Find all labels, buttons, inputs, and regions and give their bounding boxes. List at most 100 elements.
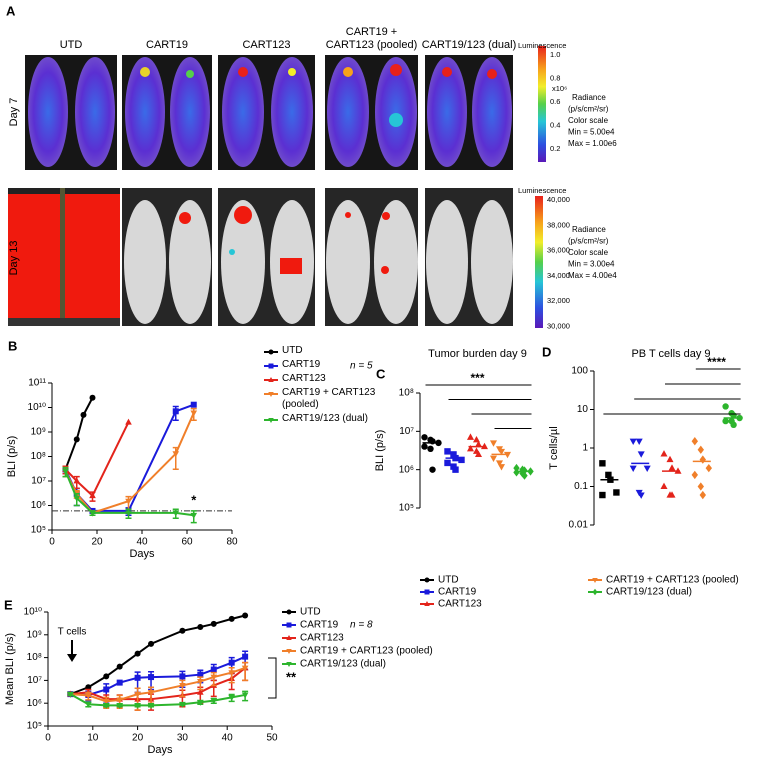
- y-tick-label: 10¹⁰: [28, 402, 46, 413]
- marker: [197, 671, 204, 678]
- legend-label-box: CART19: [282, 359, 320, 370]
- scale-caption: Max = 4.00e4: [568, 271, 617, 280]
- legend-label-box: CART123: [282, 373, 326, 384]
- marker: [125, 418, 132, 425]
- legend-label: UTD: [282, 345, 303, 356]
- column-header-box: CART19 + CART123 (pooled): [326, 26, 418, 51]
- marker: [452, 466, 459, 473]
- marker: [668, 464, 676, 471]
- x-axis-label: Days: [147, 744, 173, 756]
- y-tick-label: 10: [577, 404, 589, 415]
- scale-caption: Radiance: [572, 225, 606, 234]
- marker: [660, 482, 668, 490]
- legend-marker: [592, 578, 598, 583]
- legend-label-box: UTD: [282, 345, 303, 356]
- scale-multiplier: x10⁶: [552, 84, 567, 93]
- scale-tick: 0.2: [550, 144, 560, 153]
- marker: [668, 491, 676, 498]
- marker: [599, 460, 606, 467]
- day13-images: [8, 188, 513, 326]
- scale-tick: 34,000: [547, 271, 570, 280]
- legend-label: CART19 + CART123 (pooled): [606, 575, 739, 586]
- y-tick-label: 10¹¹: [28, 378, 46, 389]
- x-tick-label: 20: [132, 733, 144, 744]
- error-bar: [172, 446, 179, 471]
- marker: [89, 510, 96, 517]
- marker: [116, 697, 123, 704]
- panel-label: A: [6, 3, 16, 18]
- x-axis-label: Days: [129, 548, 155, 560]
- y-tick-label: 10⁶: [31, 500, 46, 511]
- scale-tick: 0.6: [550, 97, 560, 106]
- y-axis-label: BLI (p/s): [6, 436, 18, 478]
- marker: [228, 615, 235, 622]
- legend-marker: [268, 392, 274, 397]
- marker: [67, 691, 74, 698]
- y-tick-label: 10⁷: [399, 426, 414, 437]
- marker: [228, 694, 235, 701]
- annotation: n = 5: [350, 361, 373, 372]
- marker: [450, 451, 457, 458]
- panel-label: D: [542, 344, 551, 359]
- legend-marker: [268, 377, 274, 382]
- marker: [513, 463, 520, 473]
- scale-caption: Max = 1.00e6: [568, 139, 617, 148]
- marker: [666, 455, 674, 463]
- marker: [699, 490, 706, 500]
- column-header-box: CART123: [242, 39, 291, 51]
- legend-label: CART19/123 (dual): [282, 413, 368, 424]
- y-tick-label: 0.1: [574, 481, 588, 492]
- significance-label: ****: [707, 355, 726, 369]
- scale-caption: (p/s/cm²/sr): [568, 237, 609, 246]
- legend-marker: [268, 349, 274, 355]
- significance-label: ***: [470, 371, 484, 385]
- x-tick-label: 10: [87, 733, 99, 744]
- series-line: [64, 421, 130, 498]
- marker: [427, 445, 434, 453]
- marker: [228, 670, 235, 677]
- series-line: [70, 614, 246, 696]
- y-tick-label: 10⁸: [27, 652, 42, 663]
- marker: [73, 436, 80, 443]
- column-header: CART123: [242, 39, 291, 51]
- scale-caption: Color scale: [568, 116, 609, 125]
- column-header-box: UTD: [60, 39, 83, 51]
- scale-caption: Min = 3.00e4: [568, 260, 615, 269]
- chart-title: Tumor burden day 9: [428, 348, 527, 360]
- marker: [125, 510, 132, 517]
- marker: [489, 455, 498, 462]
- marker: [605, 471, 612, 479]
- y-tick-label: 10⁶: [27, 698, 42, 709]
- legend-label: CART123: [438, 599, 482, 610]
- scale-title: Luminescence: [518, 186, 566, 195]
- column-header: CART19/123 (dual): [421, 39, 517, 51]
- marker: [89, 492, 96, 499]
- marker: [466, 433, 475, 440]
- column-header-box: CART19/123 (dual): [421, 39, 517, 51]
- marker: [474, 450, 483, 457]
- marker: [85, 701, 92, 708]
- marker: [722, 417, 729, 425]
- y-tick-label: 10⁶: [399, 464, 414, 475]
- y-tick-label: 1: [582, 443, 588, 454]
- scale-tick: 0.4: [550, 120, 560, 129]
- legend-label-box: CART19 + CART123 (pooled): [282, 387, 375, 410]
- colorbar: [535, 196, 543, 328]
- marker: [635, 438, 643, 446]
- day7-images: [25, 55, 513, 170]
- x-tick-label: 30: [177, 733, 189, 744]
- x-tick-label: 80: [226, 537, 238, 548]
- y-tick-label: 10⁵: [399, 503, 414, 514]
- scale-tick: 0.8: [550, 73, 560, 82]
- series-line: [64, 412, 195, 515]
- marker: [521, 471, 528, 480]
- x-tick-label: 0: [45, 733, 51, 744]
- scale-caption: Color scale: [568, 248, 609, 257]
- y-tick-label: 100: [571, 366, 588, 377]
- x-tick-label: 20: [91, 537, 103, 548]
- marker: [197, 688, 204, 695]
- marker: [697, 445, 704, 454]
- marker: [103, 686, 110, 693]
- legend-marker: [286, 622, 292, 628]
- marker: [489, 440, 498, 447]
